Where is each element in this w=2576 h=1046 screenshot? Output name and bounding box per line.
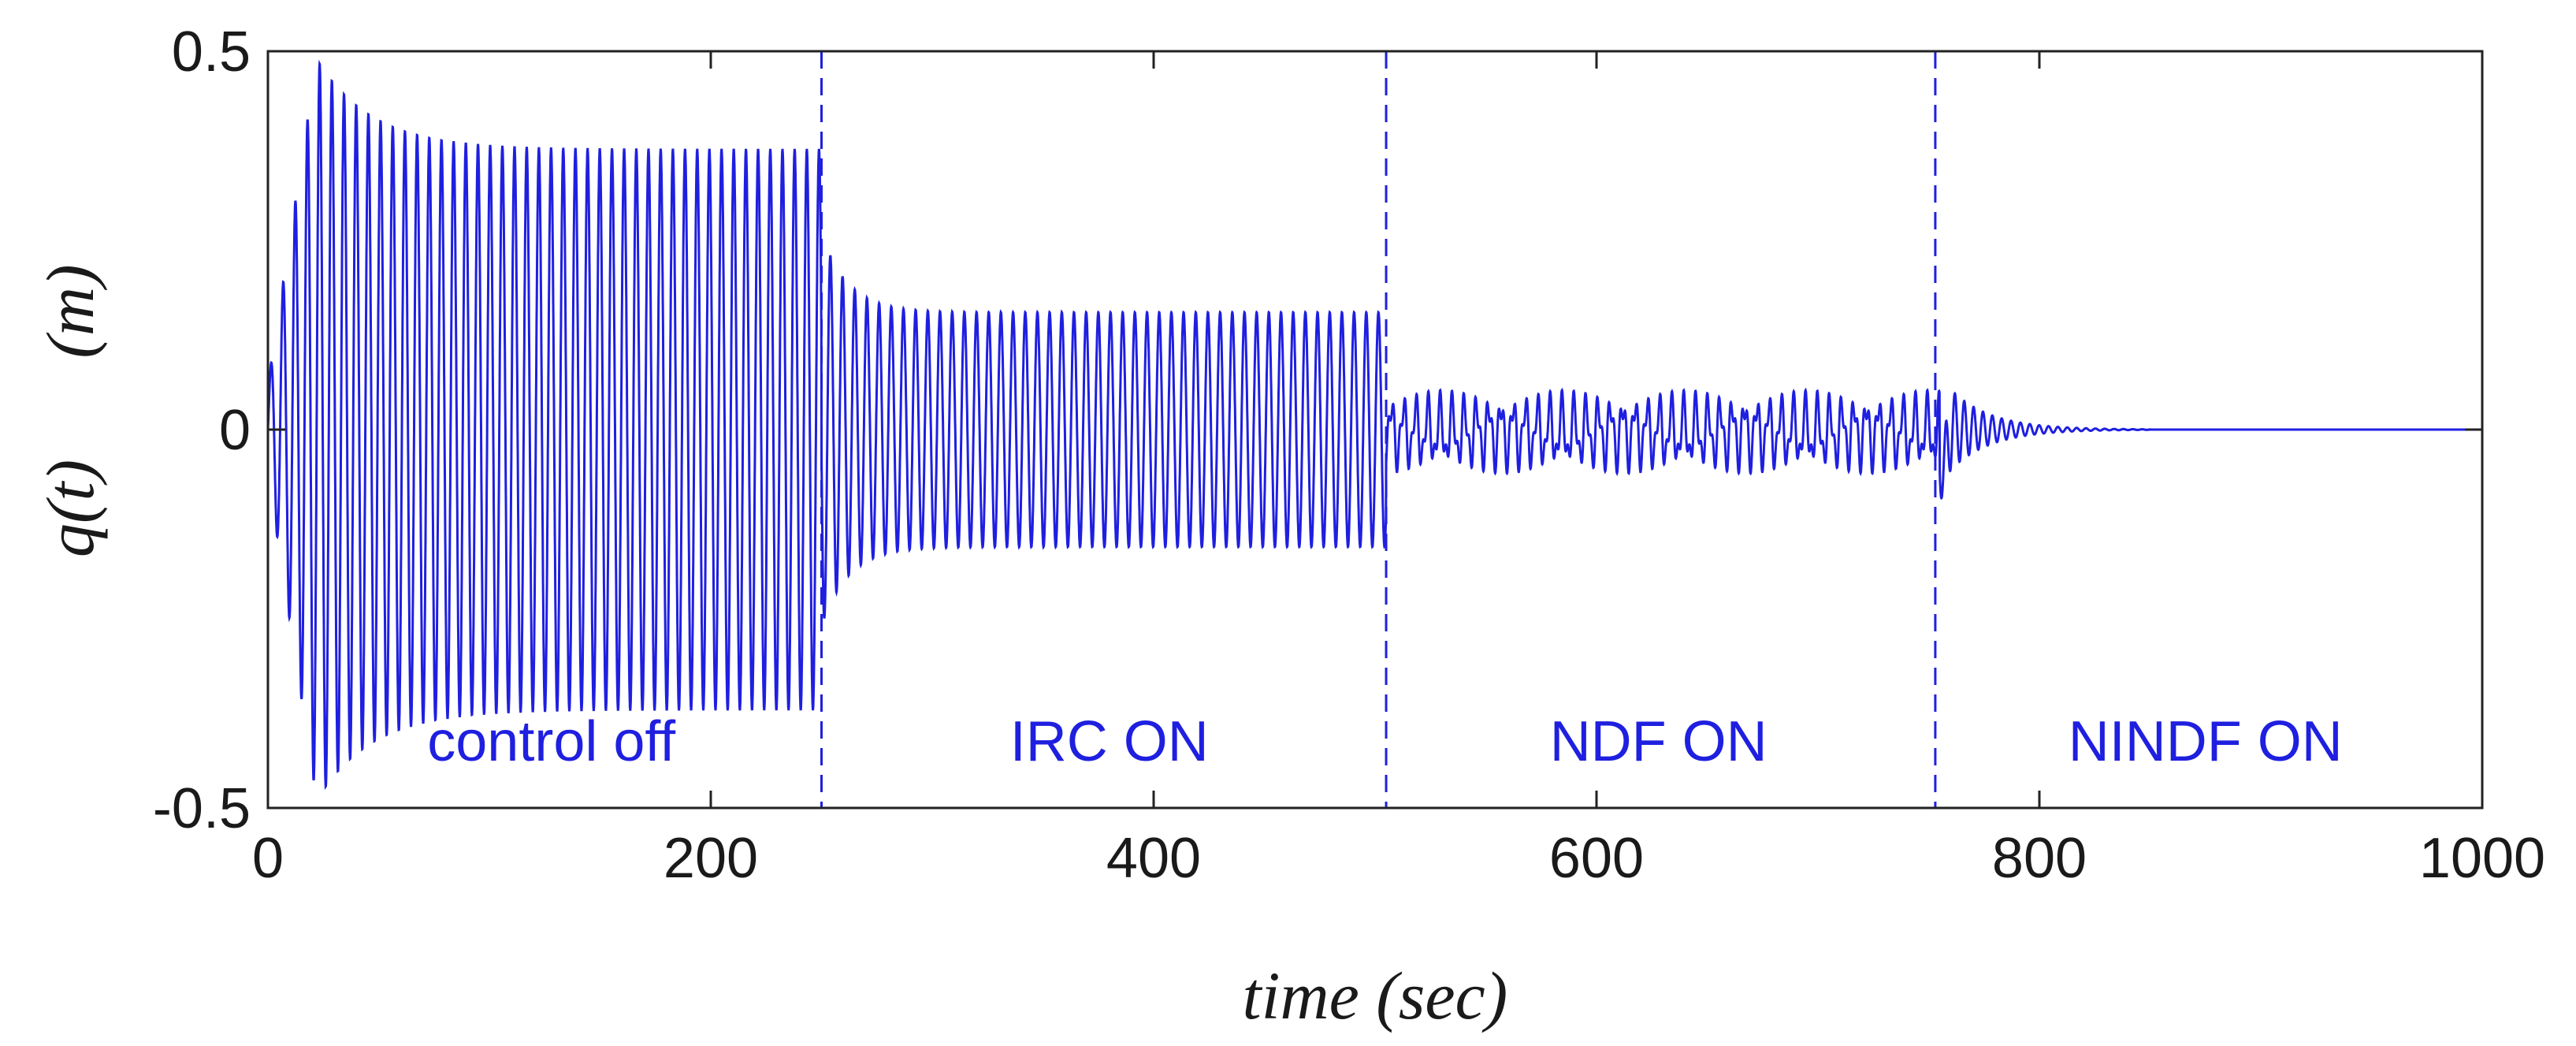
x-tick-label: 400 [1106, 827, 1201, 890]
annotation-label: NDF ON [1550, 710, 1768, 773]
annotations: control off IRC ON NDF ON NINDF ON [427, 710, 2342, 773]
annotation-label: control off [427, 710, 676, 773]
x-tick-label: 1000 [2419, 827, 2545, 890]
x-tick-label: 0 [252, 827, 284, 890]
series-line [266, 59, 2482, 791]
y-tick-label: -0.5 [153, 777, 251, 840]
y-tick-label: 0 [219, 399, 251, 462]
switch-lines [820, 51, 1937, 808]
y-axis-title: q(t) (m) [32, 264, 108, 557]
annotation-label: IRC ON [1010, 710, 1209, 773]
y-axis-title-unit: (m) [32, 264, 108, 358]
x-tick-label: 800 [1992, 827, 2087, 890]
x-axis-title: time (sec) [1243, 958, 1508, 1033]
y-axis-title-quantity: q(t) [32, 460, 108, 557]
signal-layer [266, 59, 2482, 791]
x-tick-label: 200 [664, 827, 758, 890]
annotation-label: NINDF ON [2069, 710, 2343, 773]
x-tick-label: 600 [1549, 827, 1644, 890]
y-tick-label: 0.5 [172, 20, 251, 84]
